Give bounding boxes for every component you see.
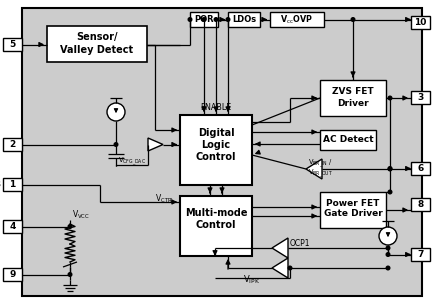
Bar: [3, 268, 22, 281]
Bar: [228, 12, 260, 27]
Bar: [190, 12, 218, 27]
Circle shape: [388, 96, 392, 100]
Circle shape: [388, 167, 392, 171]
Text: V$_{\mathsf{CFG\_DAC}}$: V$_{\mathsf{CFG\_DAC}}$: [118, 156, 146, 168]
Bar: [411, 198, 430, 211]
Text: V$_{\mathsf{BR\_OUT}}$: V$_{\mathsf{BR\_OUT}}$: [308, 168, 333, 180]
Bar: [3, 138, 22, 151]
Text: V$_{\mathsf{cc}}$OVP: V$_{\mathsf{cc}}$OVP: [280, 13, 314, 26]
Text: 3: 3: [417, 93, 424, 102]
Text: Power FET: Power FET: [326, 199, 380, 208]
Circle shape: [386, 253, 390, 256]
Circle shape: [188, 18, 192, 21]
Circle shape: [214, 18, 218, 21]
Text: V$_{\mathsf{IPK}}$: V$_{\mathsf{IPK}}$: [244, 274, 260, 286]
Polygon shape: [148, 138, 163, 151]
Text: VSENSE: VSENSE: [0, 40, 1, 49]
Bar: [3, 38, 22, 51]
Text: Multi-mode: Multi-mode: [185, 208, 247, 218]
Text: AC Detect: AC Detect: [323, 136, 373, 144]
Text: LDOs: LDOs: [232, 15, 256, 24]
Bar: [180, 115, 252, 185]
Polygon shape: [272, 258, 288, 278]
Circle shape: [379, 227, 397, 245]
Text: Control: Control: [196, 220, 236, 230]
Bar: [3, 178, 22, 191]
Text: OCP1: OCP1: [290, 239, 311, 247]
Text: Sensor/: Sensor/: [76, 32, 118, 42]
Bar: [320, 130, 376, 150]
Circle shape: [386, 246, 390, 250]
Text: 9: 9: [10, 270, 16, 279]
Circle shape: [351, 18, 355, 21]
Circle shape: [68, 273, 72, 276]
Text: V$_{\mathsf{CTRL}}$: V$_{\mathsf{CTRL}}$: [155, 193, 176, 205]
Bar: [411, 248, 430, 261]
Circle shape: [202, 18, 206, 21]
Circle shape: [114, 143, 118, 146]
Text: Digital: Digital: [198, 128, 234, 138]
Bar: [180, 196, 252, 256]
Text: 10: 10: [414, 18, 427, 27]
Polygon shape: [272, 238, 288, 258]
Text: 6: 6: [417, 164, 424, 173]
Text: FB: FB: [0, 180, 1, 189]
Text: Gate Driver: Gate Driver: [324, 209, 382, 219]
Bar: [320, 80, 386, 116]
Bar: [411, 16, 430, 29]
Text: V$_{\mathsf{VCC}}$: V$_{\mathsf{VCC}}$: [72, 209, 90, 221]
Circle shape: [68, 225, 72, 228]
Text: GND: GND: [0, 270, 1, 279]
Text: Driver: Driver: [337, 99, 369, 109]
Text: 1: 1: [10, 180, 16, 189]
Text: ASU: ASU: [0, 222, 1, 231]
Text: 2: 2: [10, 140, 16, 149]
Circle shape: [288, 266, 292, 270]
Text: ENABLE: ENABLE: [200, 102, 232, 112]
Text: Control: Control: [196, 152, 236, 162]
Text: 4: 4: [10, 222, 16, 231]
Text: V$_{\mathsf{BR\_IN}}$ /: V$_{\mathsf{BR\_IN}}$ /: [308, 158, 333, 170]
Circle shape: [107, 103, 125, 121]
Circle shape: [388, 167, 392, 170]
Text: Valley Detect: Valley Detect: [60, 45, 133, 55]
Text: Logic: Logic: [201, 140, 231, 150]
Text: 7: 7: [417, 250, 424, 259]
Text: 8: 8: [417, 200, 424, 209]
Bar: [47, 26, 147, 62]
Circle shape: [388, 190, 392, 194]
Bar: [320, 192, 386, 228]
Text: ZVSCFG: ZVSCFG: [0, 140, 1, 149]
Bar: [3, 220, 22, 233]
Bar: [411, 91, 430, 104]
Polygon shape: [306, 159, 322, 179]
Bar: [270, 12, 324, 27]
Text: 5: 5: [10, 40, 16, 49]
Bar: [411, 162, 430, 175]
Text: POR: POR: [194, 15, 214, 24]
Text: ZVS FET: ZVS FET: [332, 88, 374, 96]
Circle shape: [386, 266, 390, 270]
Circle shape: [226, 18, 230, 21]
